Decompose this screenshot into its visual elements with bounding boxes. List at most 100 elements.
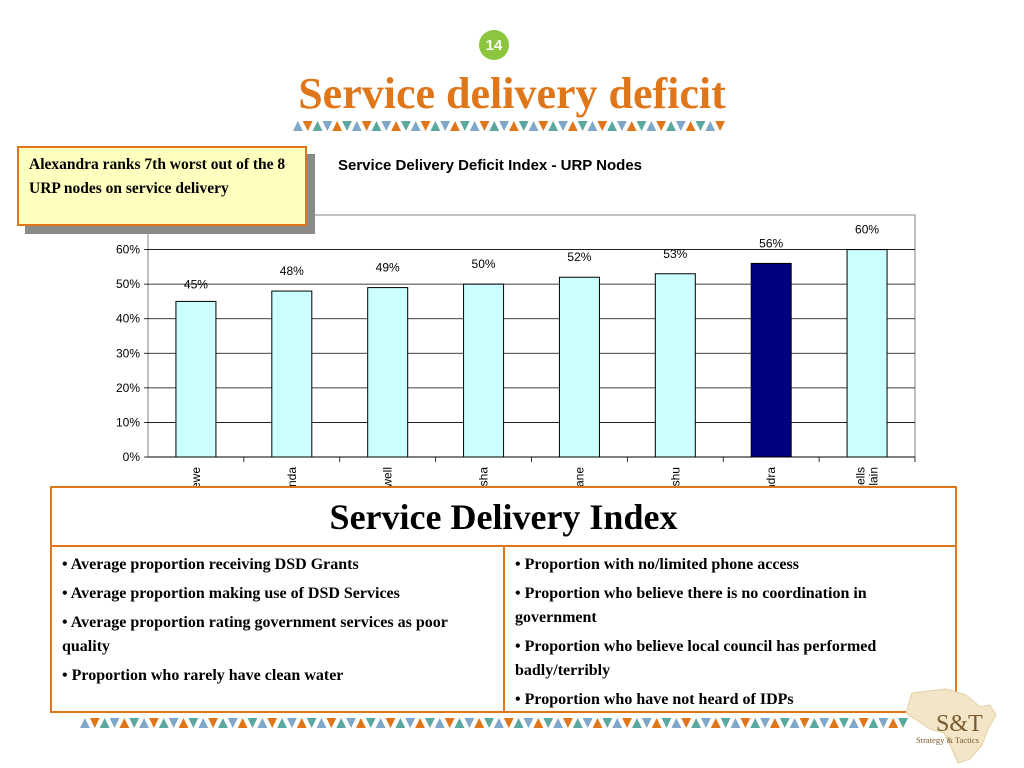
border-triangle [391,121,401,131]
border-triangle [710,718,721,728]
data-label: 45% [184,277,208,291]
data-label: 48% [280,264,304,278]
border-triangle [839,718,849,728]
border-triangle [405,718,416,728]
border-triangle [681,718,692,728]
border-triangle [109,718,120,728]
border-triangle [139,718,149,728]
border-triangle [178,718,189,728]
border-triangle [715,121,725,131]
border-triangle [607,121,617,131]
border-triangle [685,121,696,131]
border-triangle [666,121,676,131]
border-triangle [770,718,780,728]
border-triangle [450,121,460,131]
index-item: • Proportion who believe local council h… [515,638,877,679]
y-tick-label: 30% [116,346,140,360]
border-triangle [351,121,362,131]
border-triangle [503,718,514,728]
border-triangle [218,718,228,728]
border-triangle [878,718,889,728]
border-triangle [695,121,706,131]
border-triangle [365,718,376,728]
border-triangle [168,718,179,728]
bar [750,262,792,458]
border-triangle [306,718,317,728]
data-label: 52% [567,250,591,264]
border-triangle [99,718,110,728]
border-triangle [868,718,879,728]
border-triangle [548,121,559,131]
border-triangle [459,121,470,131]
border-triangle [401,121,411,131]
border-triangle [346,718,356,728]
border-triangle [632,718,642,728]
border-triangle [513,718,524,728]
border-triangle [208,718,218,728]
border-triangle [149,718,159,728]
border-triangle [158,718,169,728]
border-triangle [257,718,268,728]
border-triangle [597,121,608,131]
border-triangle [474,718,485,728]
title-triangle-border [293,121,725,131]
index-item: • Proportion who believe there is no coo… [515,585,867,626]
data-label: 56% [759,236,783,250]
border-triangle [740,718,751,728]
border-triangle [592,718,603,728]
border-triangle [494,718,504,728]
border-triangle [434,718,445,728]
data-label: 60% [855,223,879,237]
index-item: • Proportion who have not heard of IDPs [515,691,794,708]
bar [367,287,409,458]
bar [175,300,217,458]
border-triangle [720,718,731,728]
data-label: 53% [663,247,687,261]
border-triangle [293,121,303,131]
bar-chart: 0%10%20%30%40%50%60%45%Galeshewe48%Inand… [116,214,916,529]
border-triangle [533,718,544,728]
border-triangle [302,121,313,131]
y-tick-label: 50% [116,277,140,291]
border-triangle [622,718,632,728]
border-triangle [361,121,372,131]
logo-tagline: Strategy & Tactics [916,735,979,745]
y-tick-label: 60% [116,243,140,257]
border-triangle [430,121,441,131]
border-triangle [440,121,451,131]
bar [558,276,600,458]
border-triangle [518,121,529,131]
border-triangle [499,121,509,131]
border-triangle [395,718,406,728]
chart-title: Service Delivery Deficit Index - URP Nod… [338,157,643,174]
border-triangle [410,121,421,131]
border-triangle [612,718,623,728]
data-label: 49% [376,261,400,275]
border-triangle [543,718,554,728]
page-number-badge: 14 [479,30,509,60]
border-triangle [332,121,343,131]
border-triangle [691,718,701,728]
border-triangle [577,121,588,131]
bar [271,290,313,458]
border-triangle [829,718,839,728]
border-triangle [316,718,327,728]
border-triangle [701,718,711,728]
logo-brand: S&T [936,711,983,737]
border-triangle [420,121,431,131]
border-triangle [675,121,686,131]
border-triangle [528,121,539,131]
index-item: • Proportion who rarely have clean water [62,667,344,684]
st-logo: S&T Strategy & Tactics [905,688,997,764]
border-triangle [819,718,830,728]
border-triangle [730,718,741,728]
border-triangle [425,718,435,728]
index-item: • Average proportion receiving DSD Grant… [62,556,359,573]
y-tick-label: 40% [116,312,140,326]
border-triangle [312,121,323,131]
border-triangle [636,121,647,131]
border-triangle [385,718,396,728]
border-triangle [760,718,770,728]
bar [463,283,505,458]
border-triangle [750,718,761,728]
